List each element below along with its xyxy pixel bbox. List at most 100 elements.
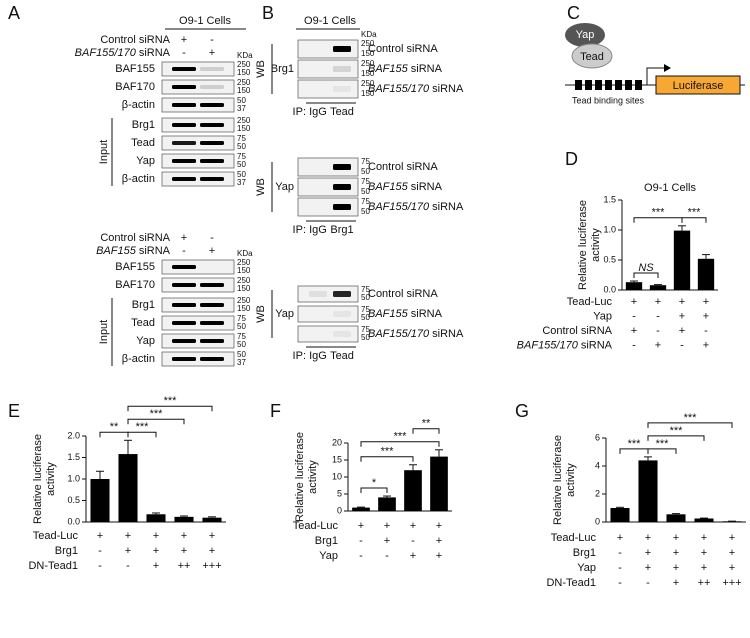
condition-label: Control siRNA — [100, 232, 170, 244]
y-tick-label: 2.0 — [67, 430, 80, 440]
band-label: Tead — [131, 137, 155, 149]
binding-sites — [575, 80, 642, 90]
significance-label: *** — [652, 207, 666, 219]
blot-band — [172, 177, 196, 181]
kda-marker: 50 — [361, 293, 370, 302]
label-text: Control siRNA — [368, 161, 438, 173]
condition-mark: - — [618, 562, 622, 574]
kda-marker: 250 — [237, 258, 251, 267]
blot-box — [161, 333, 235, 349]
blot-box — [297, 79, 359, 99]
ip-lane: IgG — [309, 224, 327, 236]
blot-box — [297, 59, 359, 79]
y-tick-label: 1.0 — [67, 473, 80, 483]
condition-mark: + — [679, 325, 685, 337]
condition-mark: + — [436, 550, 442, 562]
y-tick-label: 6 — [595, 432, 600, 442]
kda-marker: 150 — [237, 68, 251, 77]
condition-label: Tead-Luc — [551, 532, 597, 544]
y-axis-label: Relative luciferase — [32, 434, 44, 524]
condition-mark: + — [703, 296, 709, 308]
kda-marker: 150 — [237, 124, 251, 133]
significance-label: NS — [638, 262, 654, 274]
condition-mark: + — [153, 530, 159, 542]
condition-mark: - — [385, 550, 389, 562]
ip-lane: Tead — [330, 106, 354, 118]
label-suffix: siRNA — [432, 201, 464, 213]
row-label: Control siRNA — [368, 161, 438, 173]
yap-label: Yap — [576, 29, 595, 41]
kda-marker: 50 — [237, 96, 246, 105]
band-label: Yap — [136, 155, 155, 167]
wb-label: WB — [255, 178, 267, 196]
y-tick-label: 1.5 — [603, 194, 616, 204]
kda-label: KDa — [361, 30, 377, 39]
condition-mark: - — [680, 339, 684, 351]
label-suffix: siRNA — [411, 63, 443, 75]
condition-mark: - — [98, 545, 102, 557]
significance-label: ** — [110, 421, 119, 433]
condition-mark: - — [646, 577, 650, 589]
blot-box — [161, 171, 235, 187]
condition-label: Tead-Luc — [567, 296, 613, 308]
ip-lane: Tead — [330, 350, 354, 362]
band-label: BAF155 — [115, 261, 155, 273]
ip-label: IP: — [293, 224, 306, 236]
label-text: Yap — [319, 550, 338, 562]
kda-marker: 50 — [237, 350, 246, 359]
significance-label: *** — [381, 446, 395, 458]
condition-label: Brg1 — [55, 545, 78, 557]
condition-mark: + — [436, 520, 442, 532]
blot-box — [161, 97, 235, 113]
kda-marker: 75 — [361, 197, 370, 206]
condition-mark: - — [98, 560, 102, 572]
condition-mark: + — [97, 530, 103, 542]
label-text: Yap — [593, 310, 612, 322]
tead-shape — [571, 43, 613, 69]
label-text: Tead-Luc — [293, 520, 339, 532]
band-label: BAF170 — [115, 81, 155, 93]
condition-label: Brg1 — [315, 535, 338, 547]
significance-label: *** — [136, 421, 150, 433]
kda-marker: 50 — [237, 340, 246, 349]
panel-letter: E — [8, 401, 20, 421]
blot-band — [200, 141, 224, 145]
blot-box — [161, 259, 235, 275]
blot-band — [333, 184, 351, 190]
blot-box — [161, 135, 235, 151]
significance-label: *** — [656, 438, 670, 450]
condition-mark: + — [209, 47, 215, 59]
gene-name: BAF155/170 — [368, 83, 430, 95]
kda-marker: 250 — [237, 296, 251, 305]
kda-marker: 150 — [237, 284, 251, 293]
blot-band — [200, 177, 224, 181]
condition-mark: ++ — [178, 560, 191, 572]
target-label: Yap — [275, 308, 294, 320]
bar — [378, 497, 396, 511]
bar — [202, 517, 222, 522]
condition-mark: + — [617, 532, 623, 544]
blot-band — [172, 357, 196, 361]
row-label: BAF155/170 siRNA — [368, 328, 464, 340]
condition-label: Tead-Luc — [33, 530, 79, 542]
significance-bracket — [647, 448, 677, 454]
bar — [404, 470, 422, 511]
ip-label: IP: — [293, 350, 306, 362]
ip-label: IP: — [293, 106, 306, 118]
panel-letter: C — [567, 3, 580, 23]
kda-marker: 250 — [361, 59, 375, 68]
condition-mark: - — [632, 310, 636, 322]
blot-band — [200, 103, 224, 107]
blot-band — [200, 123, 224, 127]
blot-band — [333, 331, 351, 337]
condition-mark: + — [645, 532, 651, 544]
row-label: Control siRNA — [368, 288, 438, 300]
kda-label: KDa — [237, 51, 253, 60]
label-text: Control siRNA — [100, 232, 170, 244]
significance-label: *** — [164, 395, 178, 407]
condition-label: Tead-Luc — [293, 520, 339, 532]
significance-bracket — [633, 272, 659, 278]
row-label: BAF155/170 siRNA — [368, 201, 464, 213]
condition-mark: - — [411, 535, 415, 547]
